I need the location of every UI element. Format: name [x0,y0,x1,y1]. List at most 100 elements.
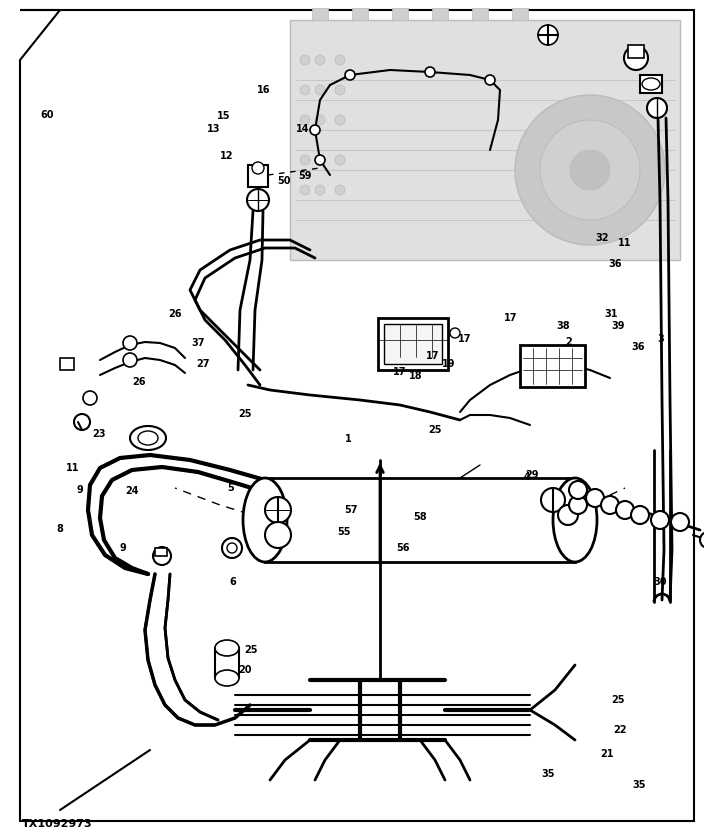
Text: 60: 60 [40,110,54,120]
Text: 17: 17 [425,351,439,361]
Bar [248,165,268,187]
Circle shape [450,328,460,338]
Text: 18: 18 [409,371,423,381]
Bar [472,8,488,20]
Bar [352,8,368,20]
Circle shape [335,185,345,195]
Circle shape [315,155,325,165]
Text: 14: 14 [296,124,310,134]
Bar [378,318,448,370]
Circle shape [265,522,291,548]
Circle shape [569,496,587,514]
Text: 25: 25 [428,425,442,435]
Text: 59: 59 [298,171,312,181]
Circle shape [315,185,325,195]
Text: 9: 9 [76,485,83,495]
Text: 26: 26 [132,377,146,387]
Text: 32: 32 [596,233,610,243]
Text: 36: 36 [608,259,622,269]
Ellipse shape [138,431,158,445]
Ellipse shape [642,78,660,90]
Circle shape [123,353,137,367]
Bar [392,8,408,20]
Circle shape [222,538,242,558]
Text: 38: 38 [556,321,570,331]
Circle shape [252,162,264,174]
Text: 56: 56 [396,543,410,553]
Circle shape [335,85,345,95]
Circle shape [569,481,587,499]
Text: 25: 25 [244,645,258,655]
Circle shape [558,505,578,525]
Bar [290,20,680,260]
Circle shape [540,120,640,220]
Ellipse shape [553,478,597,562]
Bar [215,648,239,678]
Circle shape [300,85,310,95]
Circle shape [631,506,649,524]
Circle shape [335,55,345,65]
Circle shape [315,155,325,165]
Bar [290,20,680,260]
Text: 4: 4 [523,472,530,482]
Text: TX1092973: TX1092973 [22,819,93,829]
Text: 8: 8 [56,524,63,534]
Bar [312,8,328,20]
Bar [265,478,575,562]
Circle shape [616,501,634,519]
Bar [60,358,74,370]
Bar [512,8,528,20]
Text: 22: 22 [612,725,627,735]
Text: 26: 26 [168,309,182,319]
Text: 37: 37 [191,338,206,348]
Text: 16: 16 [257,85,271,95]
Text: 30: 30 [653,577,667,587]
Text: 11: 11 [618,238,632,248]
Circle shape [83,391,97,405]
Circle shape [538,25,558,45]
Text: 15: 15 [217,111,231,121]
Text: 17: 17 [458,334,472,344]
Circle shape [570,150,610,190]
Text: 36: 36 [631,342,645,352]
Text: 55: 55 [337,527,351,537]
Circle shape [227,543,237,553]
Text: 35: 35 [632,780,646,790]
Bar [628,45,644,58]
Text: 2: 2 [565,337,572,347]
Ellipse shape [130,426,166,450]
Circle shape [300,185,310,195]
Circle shape [671,513,689,531]
Circle shape [700,532,704,548]
Bar [155,548,167,556]
Circle shape [515,95,665,245]
Bar [520,345,585,387]
Circle shape [624,46,648,70]
Circle shape [74,414,90,430]
Circle shape [651,511,669,529]
Circle shape [485,75,495,85]
Text: 6: 6 [229,577,236,587]
Text: 23: 23 [92,429,106,439]
Circle shape [647,98,667,118]
Circle shape [300,55,310,65]
Text: 57: 57 [344,505,358,515]
Circle shape [265,497,291,523]
Ellipse shape [215,640,239,656]
Text: 39: 39 [611,321,625,331]
Circle shape [541,488,565,512]
Circle shape [315,55,325,65]
Text: 17: 17 [504,313,518,323]
Circle shape [153,547,171,565]
Text: 31: 31 [604,309,618,319]
Text: 25: 25 [611,695,625,705]
Text: 35: 35 [541,770,555,779]
Text: 21: 21 [600,749,614,759]
Circle shape [315,115,325,125]
Circle shape [300,115,310,125]
Text: 19: 19 [441,359,455,369]
Text: 25: 25 [238,409,252,419]
Ellipse shape [243,478,287,562]
Text: 1: 1 [345,434,352,444]
Circle shape [310,125,320,135]
